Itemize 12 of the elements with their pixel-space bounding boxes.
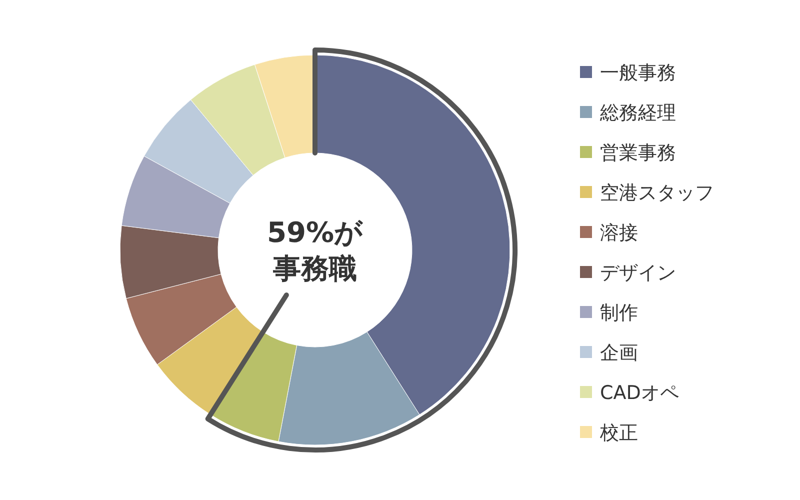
legend-label: 制作 <box>600 302 638 324</box>
legend-label: 一般事務 <box>600 62 676 84</box>
legend-label: 空港スタッフ <box>600 182 714 204</box>
legend-label: 溶接 <box>600 222 638 244</box>
legend-label: CADオペ <box>600 382 679 404</box>
legend-label: 総務経理 <box>599 102 676 124</box>
legend-label: デザイン <box>600 262 676 284</box>
text: 事務職 <box>272 252 357 285</box>
legend-label: 校正 <box>599 422 638 444</box>
legend-label: 営業事務 <box>600 142 676 164</box>
text: 59%が <box>266 216 364 249</box>
legend-label: 企画 <box>600 342 638 364</box>
